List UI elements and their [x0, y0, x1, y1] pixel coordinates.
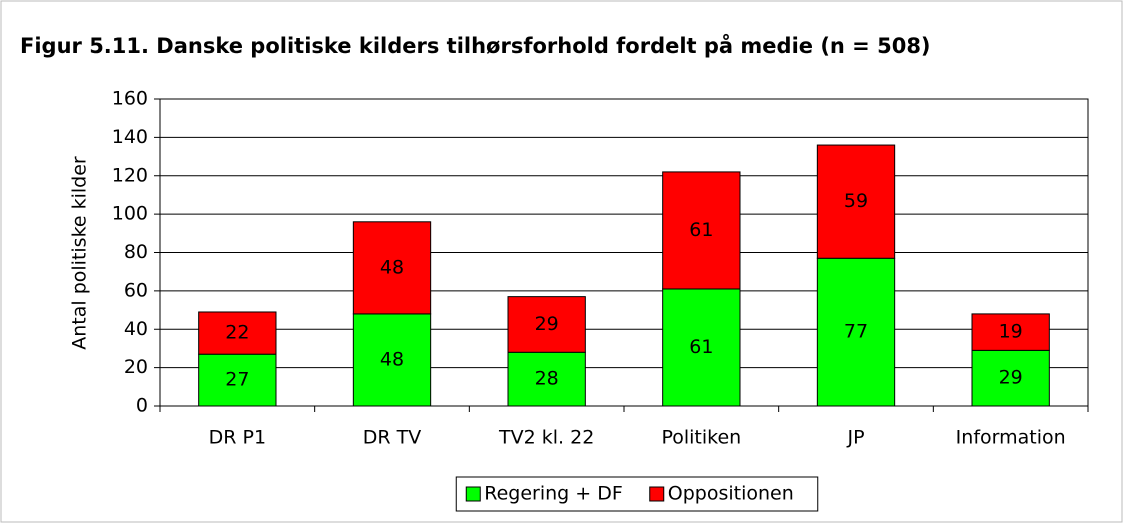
y-tick-label: 80 [124, 241, 148, 263]
data-label: 48 [380, 348, 404, 370]
data-label: 48 [380, 256, 404, 278]
bar-segment [352, 221, 432, 315]
x-tick-label: Politiken [661, 427, 741, 449]
y-tick-label: 140 [112, 126, 148, 148]
x-tick-label: DR P1 [209, 427, 266, 449]
bar-segment [352, 313, 432, 407]
data-label: 59 [844, 190, 868, 212]
data-label: 77 [844, 321, 868, 343]
x-tick-label: TV2 kl. 22 [498, 427, 594, 449]
data-label: 61 [689, 336, 713, 358]
legend-swatch [649, 486, 665, 502]
x-tick-label: DR TV [363, 427, 421, 449]
bar-segment [198, 353, 277, 407]
data-label: 29 [999, 367, 1023, 389]
data-label: 29 [535, 313, 559, 335]
y-tick-label: 60 [124, 279, 148, 301]
legend-label: Regering + DF [484, 483, 623, 505]
bar-segment [507, 351, 586, 407]
bar-segment [971, 313, 1050, 351]
bar-segment [816, 257, 896, 407]
chart-title: Figur 5.11. Danske politiske kilders til… [20, 33, 931, 58]
data-label: 28 [535, 368, 559, 390]
y-tick-label: 120 [112, 164, 148, 186]
data-label: 61 [689, 219, 713, 241]
y-axis-label: Antal politiske kilder [69, 156, 91, 350]
bar-segment [507, 296, 586, 353]
data-label: 22 [225, 322, 249, 344]
bar-segment [662, 171, 741, 290]
bar-segment [198, 311, 277, 355]
bar-segment [971, 349, 1050, 407]
y-tick-label: 100 [112, 203, 148, 225]
legend-box [455, 476, 819, 512]
y-tick-label: 40 [124, 318, 148, 340]
data-label: 19 [999, 321, 1023, 343]
legend-swatch [465, 486, 481, 502]
x-tick-label: Information [956, 427, 1066, 449]
bar-segment [662, 288, 741, 407]
data-label: 27 [225, 369, 249, 391]
bar-segment [816, 144, 896, 259]
x-tick-label: JP [846, 427, 864, 449]
y-tick-label: 20 [124, 356, 148, 378]
y-tick-label: 0 [136, 395, 148, 417]
y-tick-label: 160 [112, 88, 148, 110]
legend-label: Oppositionen [668, 483, 794, 505]
